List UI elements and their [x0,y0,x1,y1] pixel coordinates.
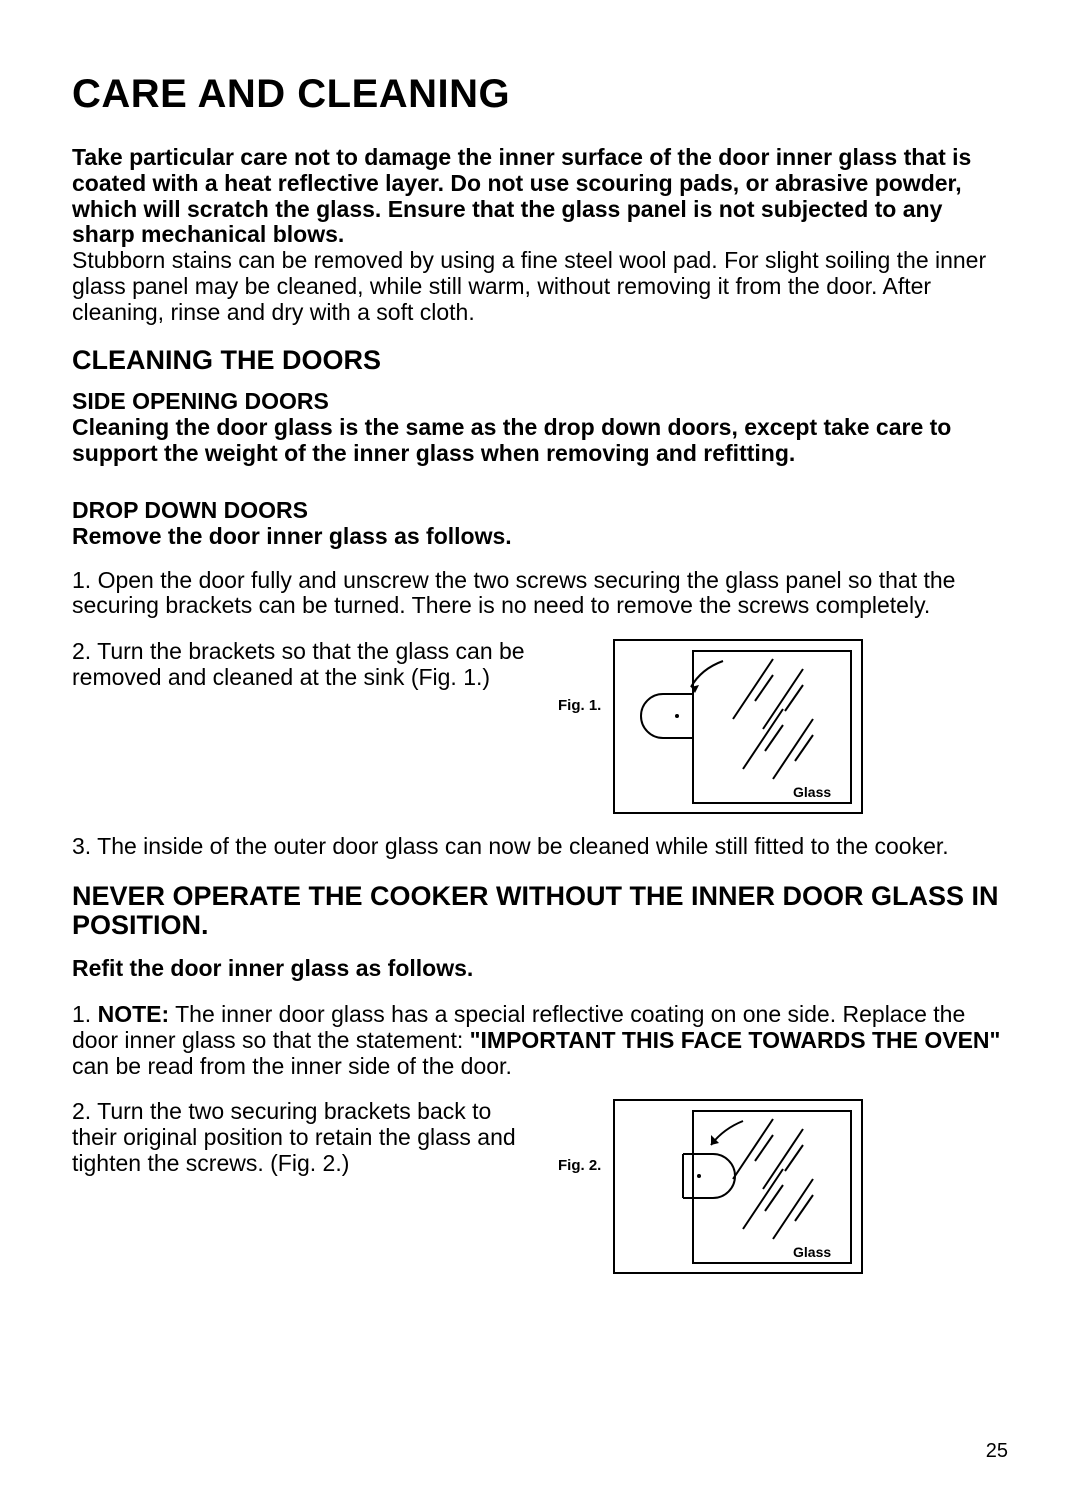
side-opening-heading: SIDE OPENING DOORS [72,388,1008,415]
drop-down-step3: 3. The inside of the outer door glass ca… [72,834,1008,860]
intro-bold: Take particular care not to damage the i… [72,144,971,247]
figure-2-wrap: Fig. 2. Glass [558,1099,863,1274]
cleaning-doors-heading: CLEANING THE DOORS [72,345,1008,376]
warning-text: NEVER OPERATE THE COOKER WITHOUT THE INN… [72,882,1008,941]
refit-heading: Refit the door inner glass as follows. [72,955,1008,982]
drop-down-subtext: Remove the door inner glass as follows. [72,524,1008,550]
drop-down-step1: 1. Open the door fully and unscrew the t… [72,568,1008,620]
refit-step2: 2. Turn the two securing brackets back t… [72,1099,542,1176]
step2-row: 2. Turn the brackets so that the glass c… [72,639,1008,814]
drop-down-step2: 2. Turn the brackets so that the glass c… [72,639,542,691]
document-page: CARE AND CLEANING Take particular care n… [0,0,1080,1511]
intro-paragraph: Take particular care not to damage the i… [72,145,1008,325]
fig2-diagram: Glass [613,1099,863,1274]
refit-step1-c: can be read from the inner side of the d… [72,1053,512,1079]
intro-normal: Stubborn stains can be removed by using … [72,247,986,325]
fig2-glass-label: Glass [793,1244,831,1260]
page-title: CARE AND CLEANING [72,72,1008,117]
fig1-diagram: Glass [613,639,863,814]
fig1-glass-label: Glass [793,784,831,800]
refit-note-label: NOTE: [98,1001,170,1027]
page-number: 25 [986,1440,1008,1463]
figure-1-wrap: Fig. 1. Glass [558,639,863,814]
refit-step2-row: 2. Turn the two securing brackets back t… [72,1099,1008,1274]
refit-step1: 1. NOTE: The inner door glass has a spec… [72,1002,1008,1079]
fig2-caption: Fig. 2. [558,1157,601,1174]
drop-down-heading: DROP DOWN DOORS [72,497,1008,524]
refit-step1-prefix: 1. [72,1001,98,1027]
fig1-caption: Fig. 1. [558,697,601,714]
side-opening-text: Cleaning the door glass is the same as t… [72,415,1008,467]
refit-step1-b: "IMPORTANT THIS FACE TOWARDS THE OVEN" [470,1027,1001,1053]
